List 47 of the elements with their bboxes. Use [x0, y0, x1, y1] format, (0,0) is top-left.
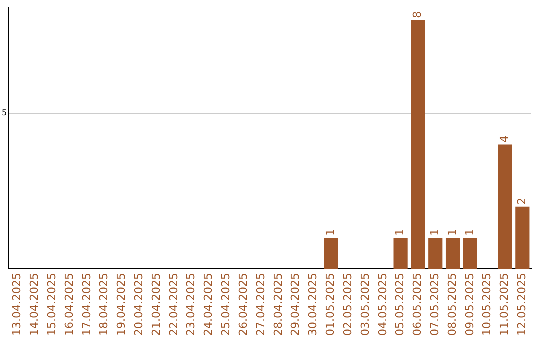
x-tick-label: 26.04.2025	[236, 273, 250, 336]
x-tick-label: 12.05.2025	[516, 273, 529, 336]
x-tick-label: 19.04.2025	[115, 273, 128, 336]
x-tick-label: 07.05.2025	[428, 273, 442, 336]
x-tick-label: 27.04.2025	[254, 273, 268, 336]
data-label: 1	[394, 228, 407, 236]
bar	[463, 238, 478, 270]
bar	[516, 206, 530, 270]
bar	[446, 238, 460, 270]
x-tick-label: 13.04.2025	[10, 273, 24, 336]
y-tick-label: 5	[2, 108, 8, 118]
x-tick-label: 16.04.2025	[62, 273, 76, 336]
x-tick-label: 17.04.2025	[80, 273, 94, 336]
x-tick-label: 01.05.2025	[324, 273, 338, 336]
bar	[411, 20, 426, 270]
x-tick-label: 04.05.2025	[376, 273, 390, 336]
x-tick-label: 03.05.2025	[358, 273, 372, 336]
x-tick-label: 21.04.2025	[150, 273, 163, 336]
data-label: 1	[463, 228, 476, 236]
bar	[498, 144, 512, 270]
x-tick-label: 29.04.2025	[289, 273, 302, 336]
bar	[394, 238, 408, 270]
x-tick-label: 24.04.2025	[202, 273, 216, 336]
data-label: 1	[446, 228, 459, 236]
x-tick-label: 18.04.2025	[98, 273, 111, 336]
data-label: 4	[498, 136, 512, 143]
x-tick-label: 06.05.2025	[411, 273, 424, 336]
data-label: 8	[411, 11, 424, 18]
x-tick-label: 30.04.2025	[306, 273, 320, 336]
x-tick-label: 05.05.2025	[394, 273, 407, 336]
bar	[428, 238, 443, 270]
x-tick-label: 14.04.2025	[28, 273, 42, 336]
x-tick-label: 09.05.2025	[463, 273, 476, 336]
data-label: 1	[324, 228, 338, 236]
x-tick-label: 11.05.2025	[498, 273, 512, 336]
x-tick-label: 15.04.2025	[45, 273, 58, 336]
data-label: 2	[516, 198, 529, 205]
x-tick-label: 23.04.2025	[184, 273, 198, 336]
x-tick-label: 02.05.2025	[341, 273, 354, 336]
bar	[324, 238, 338, 270]
x-tick-label: 25.04.2025	[220, 273, 233, 336]
x-tick-label: 20.04.2025	[132, 273, 146, 336]
x-tick-label: 08.05.2025	[446, 273, 459, 336]
x-tick-label: 22.04.2025	[167, 273, 180, 336]
x-tick-label: 10.05.2025	[480, 273, 494, 336]
x-tick-label: 28.04.2025	[272, 273, 285, 336]
data-label: 1	[428, 228, 442, 236]
